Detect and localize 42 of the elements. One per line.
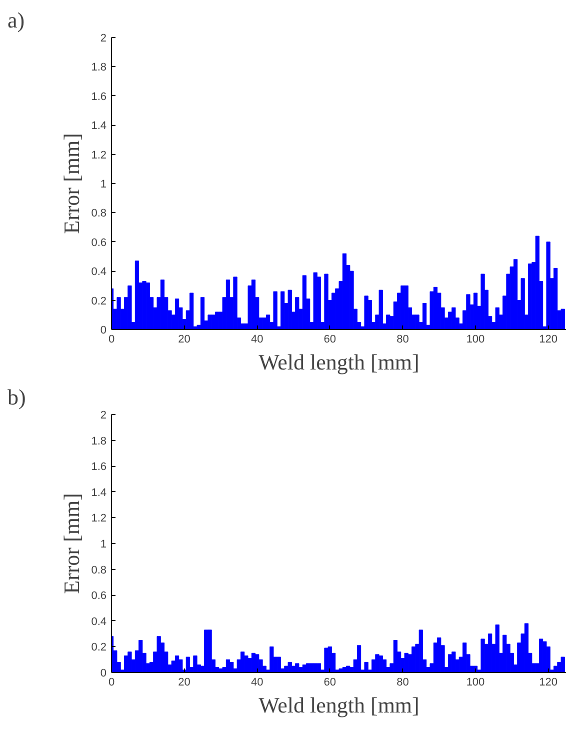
y-tick-label: 1.8 [91,62,107,74]
x-tick-label: 60 [324,676,336,688]
x-tick-label: 80 [396,334,409,346]
x-axis-title: Weld length [mm] [258,692,420,718]
y-tick-label: 2 [100,32,107,44]
y-tick-label: 1 [100,178,107,190]
x-tick-label: 80 [396,676,409,688]
y-tick-label: 1.2 [91,149,107,162]
y-tick-label: 0 [100,324,107,336]
y-tick-label: 1 [100,538,107,550]
x-tick-label: 40 [250,676,264,688]
x-tick-label: 0 [108,676,115,688]
y-tick-label: 1.6 [91,90,107,103]
y-tick-label: 1.2 [91,512,107,525]
y-tick-label: 1.4 [91,120,107,132]
x-tick-label: 20 [178,334,190,346]
x-tick-label: 100 [466,334,485,346]
y-tick-label: 0.6 [91,590,107,602]
y-tick-label: 0.2 [91,642,107,654]
y-axis-title: Error [mm] [59,133,84,234]
x-tick-label: 0 [108,334,115,346]
x-axis-title: Weld length [mm] [258,350,420,374]
x-tick-label: 120 [539,334,558,346]
y-tick-label: 0.6 [91,236,107,249]
x-tick-label: 40 [250,334,264,346]
y-axis-title: Error [mm] [59,493,84,594]
chart-title: a) [8,8,25,32]
y-tick-label: 0.4 [91,266,107,278]
y-tick-label: 0.8 [91,564,107,576]
y-tick-label: 1.6 [91,461,107,474]
x-tick-label: 60 [324,334,336,346]
x-tick-label: 20 [178,676,190,688]
x-tick-label: 100 [466,676,485,688]
y-tick-label: 0 [100,668,107,680]
y-tick-label: 2 [100,410,107,422]
y-tick-label: 1.4 [91,486,107,499]
x-tick-label: 120 [539,676,558,688]
y-tick-label: 1.8 [91,435,107,448]
y-tick-label: 0.8 [91,208,107,220]
chart-title: b) [8,384,26,410]
y-tick-label: 0.2 [91,295,107,308]
y-tick-label: 0.4 [91,616,107,628]
